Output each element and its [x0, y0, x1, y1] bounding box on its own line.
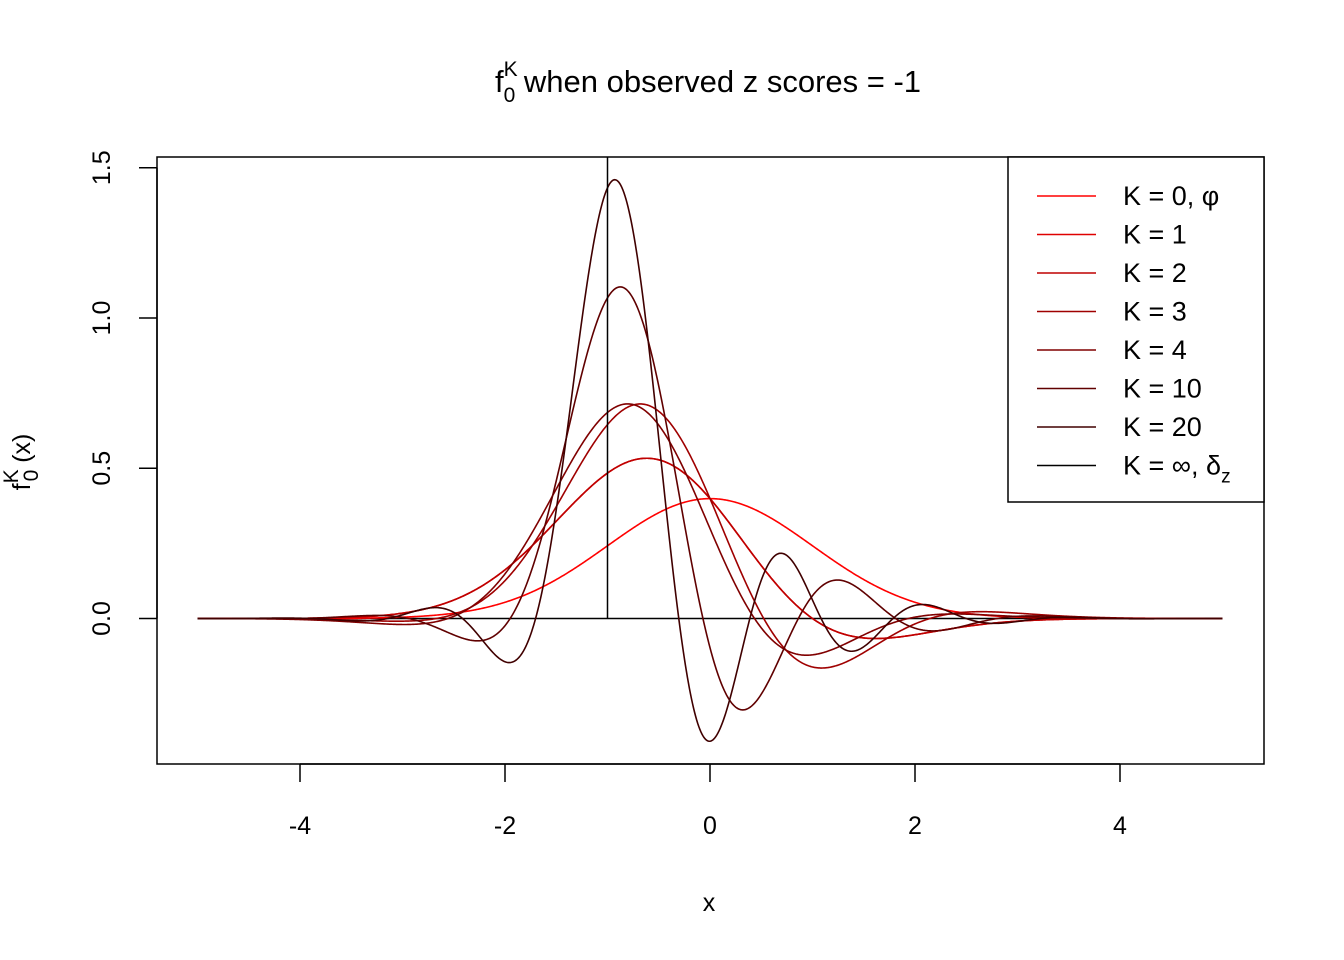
legend-label: K = ∞, δz — [1123, 451, 1231, 488]
title-main: f — [495, 64, 504, 99]
chart-title: fK 0 when observed z scores = -1 — [495, 58, 921, 107]
title-sup: K — [504, 58, 518, 81]
legend-label: K = 2 — [1123, 258, 1187, 288]
y-axis: 0.0 0.5 1.0 1.5 — [88, 150, 158, 636]
legend-label: K = 4 — [1123, 335, 1187, 365]
y-label-main: f — [8, 483, 36, 490]
y-label-sub: 0 — [20, 470, 43, 482]
y-tick-label: 0.5 — [88, 451, 116, 486]
y-tick-label: 1.0 — [88, 301, 116, 336]
y-axis-label: fK0 (x) — [0, 434, 43, 491]
legend-box — [1007, 156, 1265, 503]
title-rest: when observed z scores = -1 — [515, 64, 921, 99]
y-label-rest: (x) — [8, 434, 36, 470]
y-tick-label: 1.5 — [88, 150, 116, 185]
legend-label: K = 10 — [1123, 374, 1202, 404]
x-tick-label: 0 — [703, 812, 717, 840]
y-label-sup: K — [0, 469, 23, 483]
x-axis: -4 -2 0 2 4 — [289, 763, 1127, 840]
title-sub: 0 — [504, 84, 516, 107]
series-line-k0 — [197, 497, 1223, 620]
legend-label: K = 0, φ — [1123, 181, 1219, 211]
x-tick-label: 2 — [908, 812, 922, 840]
legend-label: K = 20 — [1123, 412, 1202, 442]
legend-label: K = 3 — [1123, 297, 1187, 327]
x-tick-label: 4 — [1113, 812, 1127, 840]
series-line-k10 — [197, 286, 1223, 711]
series-line-k20 — [197, 178, 1223, 743]
x-tick-label: -4 — [289, 812, 311, 840]
x-tick-label: -2 — [494, 812, 516, 840]
x-axis-label: x — [703, 889, 716, 917]
legend-label: K = 1 — [1123, 220, 1187, 250]
y-tick-label: 0.0 — [88, 601, 116, 636]
plot-area — [197, 157, 1223, 743]
legend: K = 0, φ K = 1 K = 2 K = 3 K = 4 K = 10 K = 20… — [1007, 156, 1265, 503]
